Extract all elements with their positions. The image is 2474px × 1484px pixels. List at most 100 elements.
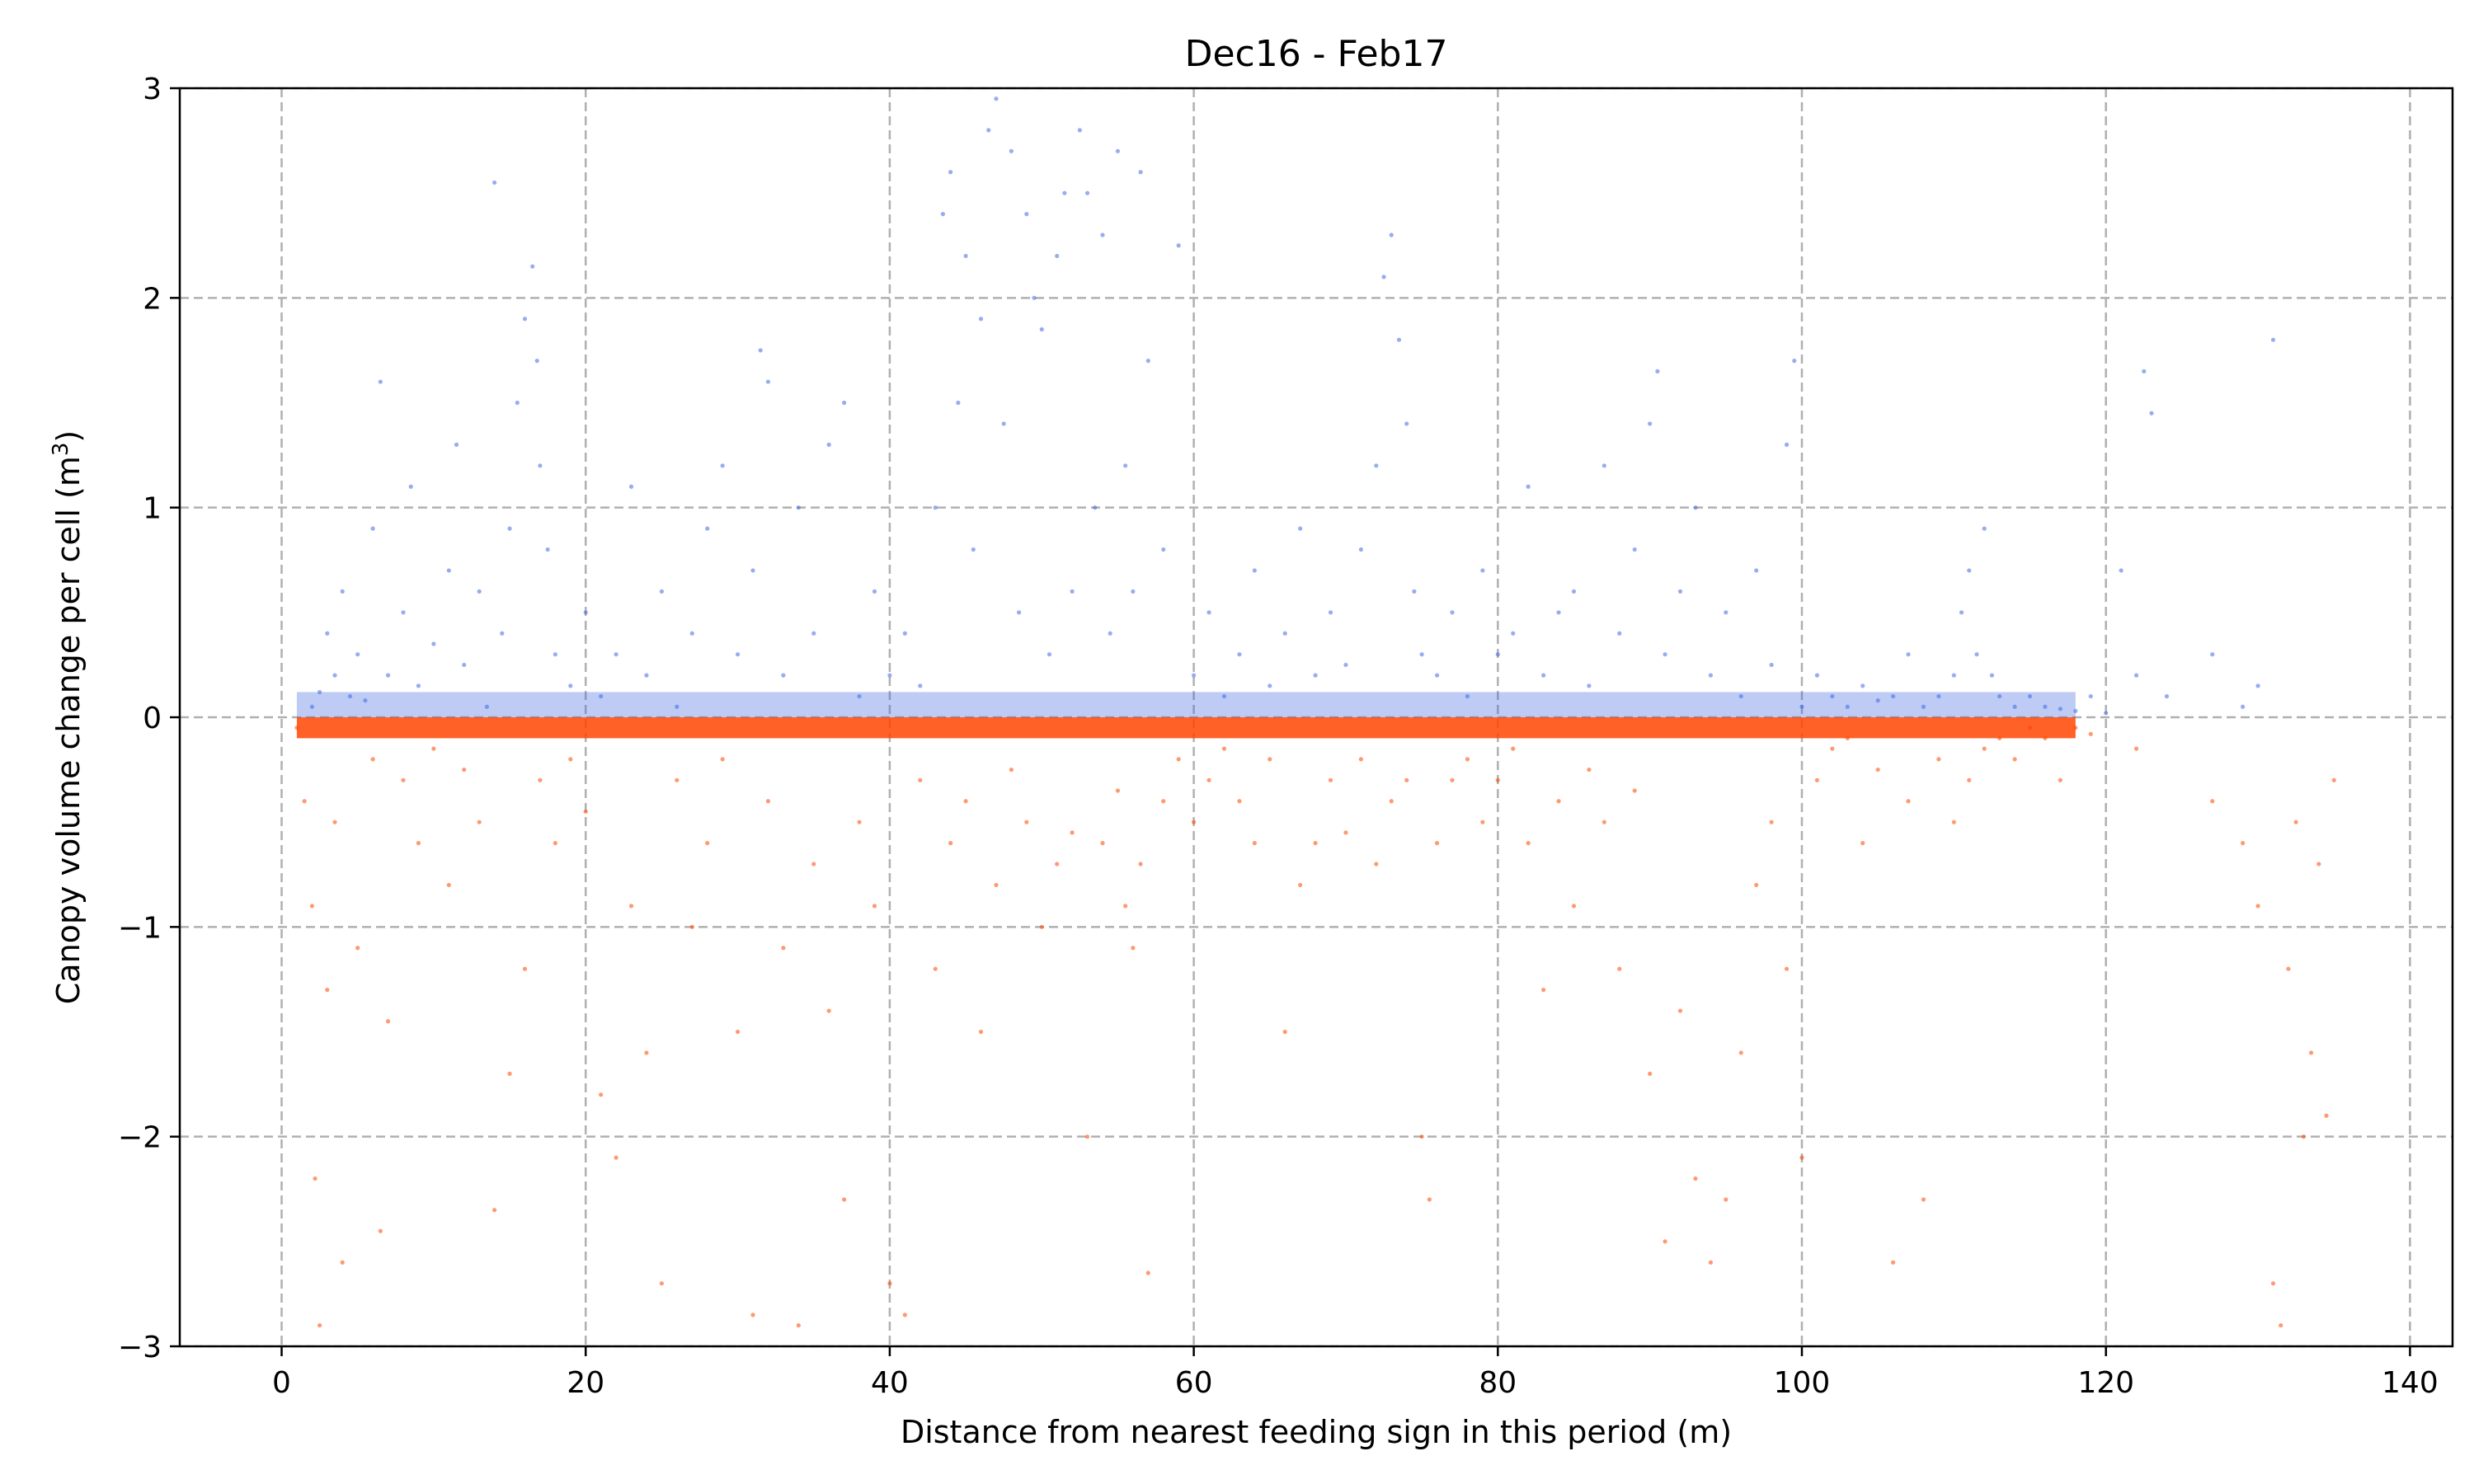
- positive-change-point: [1587, 683, 1592, 688]
- negative-change-point: [1131, 946, 1136, 951]
- negative-change-point: [1024, 819, 1029, 824]
- positive-change-point: [500, 631, 505, 636]
- positive-change-point: [1358, 547, 1363, 552]
- positive-change-point: [522, 317, 528, 322]
- negative-change-point: [918, 777, 923, 782]
- negative-change-point: [2255, 904, 2260, 909]
- negative-change-point: [705, 841, 710, 846]
- negative-change-point: [1313, 841, 1318, 846]
- negative-change-point: [2210, 799, 2215, 804]
- positive-change-point: [1381, 275, 1386, 279]
- positive-change-point: [994, 96, 999, 101]
- negative-change-point: [1845, 735, 1850, 741]
- negative-change-point: [628, 904, 634, 909]
- negative-change-point: [1632, 788, 1637, 793]
- negative-change-point: [2279, 1322, 2284, 1328]
- negative-change-point: [826, 1008, 831, 1013]
- positive-change-point: [1062, 190, 1067, 195]
- negative-change-point: [842, 1197, 847, 1202]
- positive-change-point: [948, 170, 953, 175]
- positive-change-point: [1404, 421, 1409, 426]
- negative-change-point: [1724, 1197, 1729, 1202]
- y-tick-label: −1: [118, 911, 162, 945]
- negative-change-point: [2133, 746, 2139, 751]
- positive-change-point: [1845, 704, 1850, 709]
- negative-change-point: [1419, 1134, 1424, 1139]
- positive-change-point: [1693, 505, 1698, 510]
- negative-change-point: [1374, 862, 1379, 866]
- positive-change-point: [887, 673, 892, 678]
- negative-change-point: [1571, 904, 1577, 909]
- negative-change-point: [2331, 777, 2336, 782]
- positive-change-point: [956, 400, 961, 406]
- negative-change-point: [332, 819, 337, 824]
- negative-change-point: [2027, 726, 2033, 730]
- positive-change-point: [515, 400, 520, 406]
- positive-change-point: [1298, 526, 1303, 531]
- positive-change-point: [1951, 673, 1956, 678]
- positive-change-point: [1313, 673, 1318, 678]
- y-axis-label-main: Canopy volume change per cell (m: [50, 456, 87, 1004]
- positive-change-point: [1738, 693, 1743, 699]
- positive-change-point: [484, 704, 489, 709]
- negative-change-point: [2316, 862, 2321, 866]
- positive-change-point: [1138, 170, 1143, 175]
- positive-change-point: [2142, 369, 2147, 373]
- positive-change-point: [1055, 253, 1060, 259]
- negative-change-point: [689, 924, 694, 929]
- positive-change-point: [2058, 707, 2062, 711]
- positive-change-point: [1192, 673, 1197, 678]
- positive-change-point: [2104, 711, 2109, 716]
- positive-change-point: [2255, 683, 2260, 688]
- negative-change-point: [2301, 1134, 2306, 1139]
- positive-change-point: [1906, 652, 1911, 657]
- positive-change-point: [553, 652, 557, 657]
- negative-change-point: [1389, 799, 1394, 804]
- positive-change-point: [363, 698, 368, 703]
- positive-change-point: [2241, 704, 2246, 709]
- positive-change-point: [1784, 442, 1790, 447]
- positive-change-point: [1161, 547, 1166, 552]
- positive-change-point: [675, 704, 680, 709]
- negative-change-point: [1693, 1176, 1698, 1181]
- negative-change-point: [1252, 841, 1257, 846]
- negative-change-point: [1070, 830, 1075, 835]
- positive-change-point: [340, 589, 345, 594]
- negative-change-point: [2073, 726, 2078, 730]
- negative-change-point: [2293, 819, 2298, 824]
- axis-ticks: 0 20 40 60 80 100 120 140 −3 −2 −1 0 1 2 3: [118, 73, 2439, 1400]
- positive-change-point: [2027, 693, 2033, 699]
- positive-change-point: [750, 568, 755, 573]
- negative-change-point: [583, 809, 588, 815]
- positive-change-point: [1982, 526, 1987, 531]
- negative-change-point: [1206, 777, 1211, 782]
- positive-change-point: [538, 463, 543, 468]
- positive-change-point: [1799, 704, 1804, 709]
- positive-change-point: [940, 212, 946, 217]
- y-tick-label: 1: [143, 492, 162, 526]
- negative-change-point: [933, 966, 938, 971]
- negative-change-point: [309, 904, 314, 909]
- negative-change-point: [1343, 830, 1348, 835]
- y-tick-label: 0: [143, 702, 162, 735]
- positive-change-point: [2149, 411, 2154, 416]
- negative-change-point: [2012, 757, 2017, 762]
- positive-change-point: [614, 652, 618, 657]
- y-tick-label: −3: [118, 1331, 162, 1364]
- x-axis-label: Distance from nearest feeding sign in th…: [901, 1414, 1732, 1450]
- negative-change-point: [1754, 882, 1759, 888]
- positive-change-point: [1009, 148, 1014, 153]
- positive-change-point: [1617, 631, 1622, 636]
- negative-change-point: [522, 966, 528, 971]
- positive-change-point: [454, 442, 459, 447]
- positive-change-point: [1677, 589, 1683, 594]
- negative-change-point: [313, 1176, 317, 1181]
- negative-change-point: [1100, 841, 1105, 846]
- positive-change-point: [2164, 693, 2170, 699]
- positive-change-point: [1724, 610, 1729, 615]
- x-tick-label: 140: [2382, 1366, 2439, 1400]
- negative-change-point: [2241, 841, 2246, 846]
- positive-change-point: [385, 673, 391, 678]
- negative-change-point: [1434, 841, 1440, 846]
